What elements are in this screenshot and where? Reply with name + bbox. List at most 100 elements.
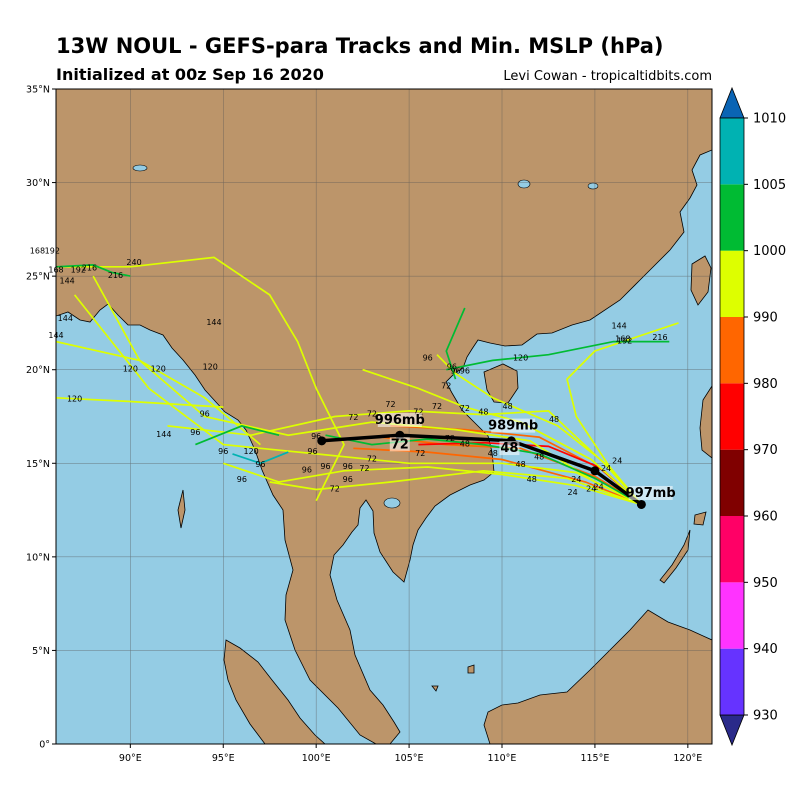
hour-label: 144 [58, 314, 73, 323]
lon-tick-label: 100°E [302, 753, 331, 764]
colorbar-segment [720, 184, 744, 251]
mslp-label-bg [628, 485, 673, 500]
hour-label: 72 [330, 484, 340, 493]
colorbar-label: 1000 [753, 244, 786, 259]
colorbar-segment [720, 648, 744, 715]
mslp-label-bg [377, 412, 422, 427]
lat-tick-label: 15°N [26, 459, 50, 470]
hour-label: 48 [515, 460, 525, 469]
hour-label: 120 [513, 353, 528, 362]
mean-track-point [317, 436, 327, 446]
hour-label: 72 [432, 402, 442, 411]
land-borneo [483, 609, 712, 744]
land-luzon [699, 385, 712, 459]
hour-label: 96 [307, 447, 317, 456]
hour-label: 48 [478, 408, 488, 417]
mslp-label: 989mb [488, 419, 538, 434]
hour-label: 48 [460, 439, 470, 448]
hour-label: 48 [502, 402, 512, 411]
hour-label: 72 [460, 404, 470, 413]
lake-dongting [517, 179, 531, 189]
hour-label: 120 [151, 365, 166, 374]
hour-label: 216 [108, 271, 123, 280]
map-axes: 90°E 95°E 100°E 105°E 110°E 115°E 120°E 0° 5°N 10… [26, 85, 702, 765]
lat-tick-label: 35°N [26, 85, 50, 96]
hour-label: 72 [413, 408, 423, 417]
ensemble-track [232, 451, 289, 465]
lakes-layer [132, 164, 599, 509]
hour-label: 96 [200, 410, 210, 419]
colorbar-label: 1010 [753, 112, 786, 127]
hour-label: 216 [652, 333, 667, 342]
mean-track-point [636, 499, 646, 509]
colorbar-frame [719, 117, 745, 716]
lon-tick-label: 110°E [488, 753, 517, 764]
colorbar-segment [720, 516, 744, 583]
lake-tonle-sap [383, 497, 401, 509]
lat-tick-label: 25°N [26, 272, 50, 283]
colorbar-label: 950 [753, 576, 778, 591]
ensemble-track [195, 425, 280, 446]
hour-label: 192 [45, 247, 60, 256]
colorbar-extend-low [719, 714, 745, 747]
land-anambas [431, 685, 439, 692]
ensemble-track [56, 264, 131, 277]
hour-label: 96 [311, 432, 321, 441]
colorbar-segment [720, 582, 744, 649]
lat-tick-label: 10°N [26, 552, 50, 563]
hour-label: 24 [594, 482, 604, 491]
credit-text: Levi Cowan - tropicaltidbits.com [503, 69, 712, 84]
hour-label: 96 [255, 460, 265, 469]
lat-tick-label: 20°N [26, 365, 50, 376]
mslp-label: 48 [500, 441, 518, 456]
land-sumatra [223, 639, 326, 744]
lat-tick-label: 5°N [32, 646, 50, 657]
hour-label: 240 [126, 258, 141, 267]
hour-label: 72 [441, 381, 451, 390]
lake-poyang [587, 182, 599, 190]
mslp-label: 72 [391, 437, 409, 452]
ensemble-track [446, 340, 670, 371]
hour-label: 120 [203, 363, 218, 372]
hour-label: 24 [568, 488, 578, 497]
hour-label: 24 [571, 475, 581, 484]
ensemble-track [381, 436, 642, 506]
hour-label: 144 [611, 322, 626, 331]
ensemble-track [445, 307, 466, 380]
colorbar-segment [720, 118, 744, 185]
chart-subtitle: Initialized at 00z Sep 16 2020 [56, 65, 324, 84]
mslp-label: 996mb [375, 413, 425, 428]
colorbar-label: 1005 [753, 178, 786, 193]
hour-label: 72 [367, 410, 377, 419]
land-mindoro [693, 511, 707, 526]
colorbar-label: 940 [753, 642, 778, 657]
hour-label: 72 [415, 449, 425, 458]
colorbar-label: 970 [753, 443, 778, 458]
colorbar-extend-high [719, 86, 745, 119]
hour-label: 72 [348, 413, 358, 422]
ensemble-track [73, 294, 642, 506]
lon-tick-label: 90°E [119, 753, 142, 764]
mslp-label-bg [491, 418, 536, 433]
map-area: 2424242424244848484848484848727272727272… [30, 88, 713, 745]
colorbar-segment [720, 250, 744, 317]
hour-label: 96 [302, 466, 312, 475]
hour-label: 144 [156, 430, 171, 439]
ensemble-track [56, 396, 224, 408]
lat-tick-label: 0° [39, 740, 50, 751]
hour-label: 96 [423, 353, 433, 362]
hour-label: 48 [527, 475, 537, 484]
hour-label: 120 [123, 365, 138, 374]
colorbar-label: 930 [753, 709, 778, 724]
colorbar-label: 960 [753, 510, 778, 525]
hour-label: 96 [237, 475, 247, 484]
ensemble-track [325, 434, 642, 506]
hour-label: 168 [615, 335, 630, 344]
land-andaman [177, 489, 186, 529]
land-taiwan [690, 255, 712, 306]
map-frame [55, 88, 713, 745]
lake-qinghai [132, 164, 148, 172]
hour-label: 72 [359, 464, 369, 473]
lat-tick-label: 30°N [26, 178, 50, 189]
